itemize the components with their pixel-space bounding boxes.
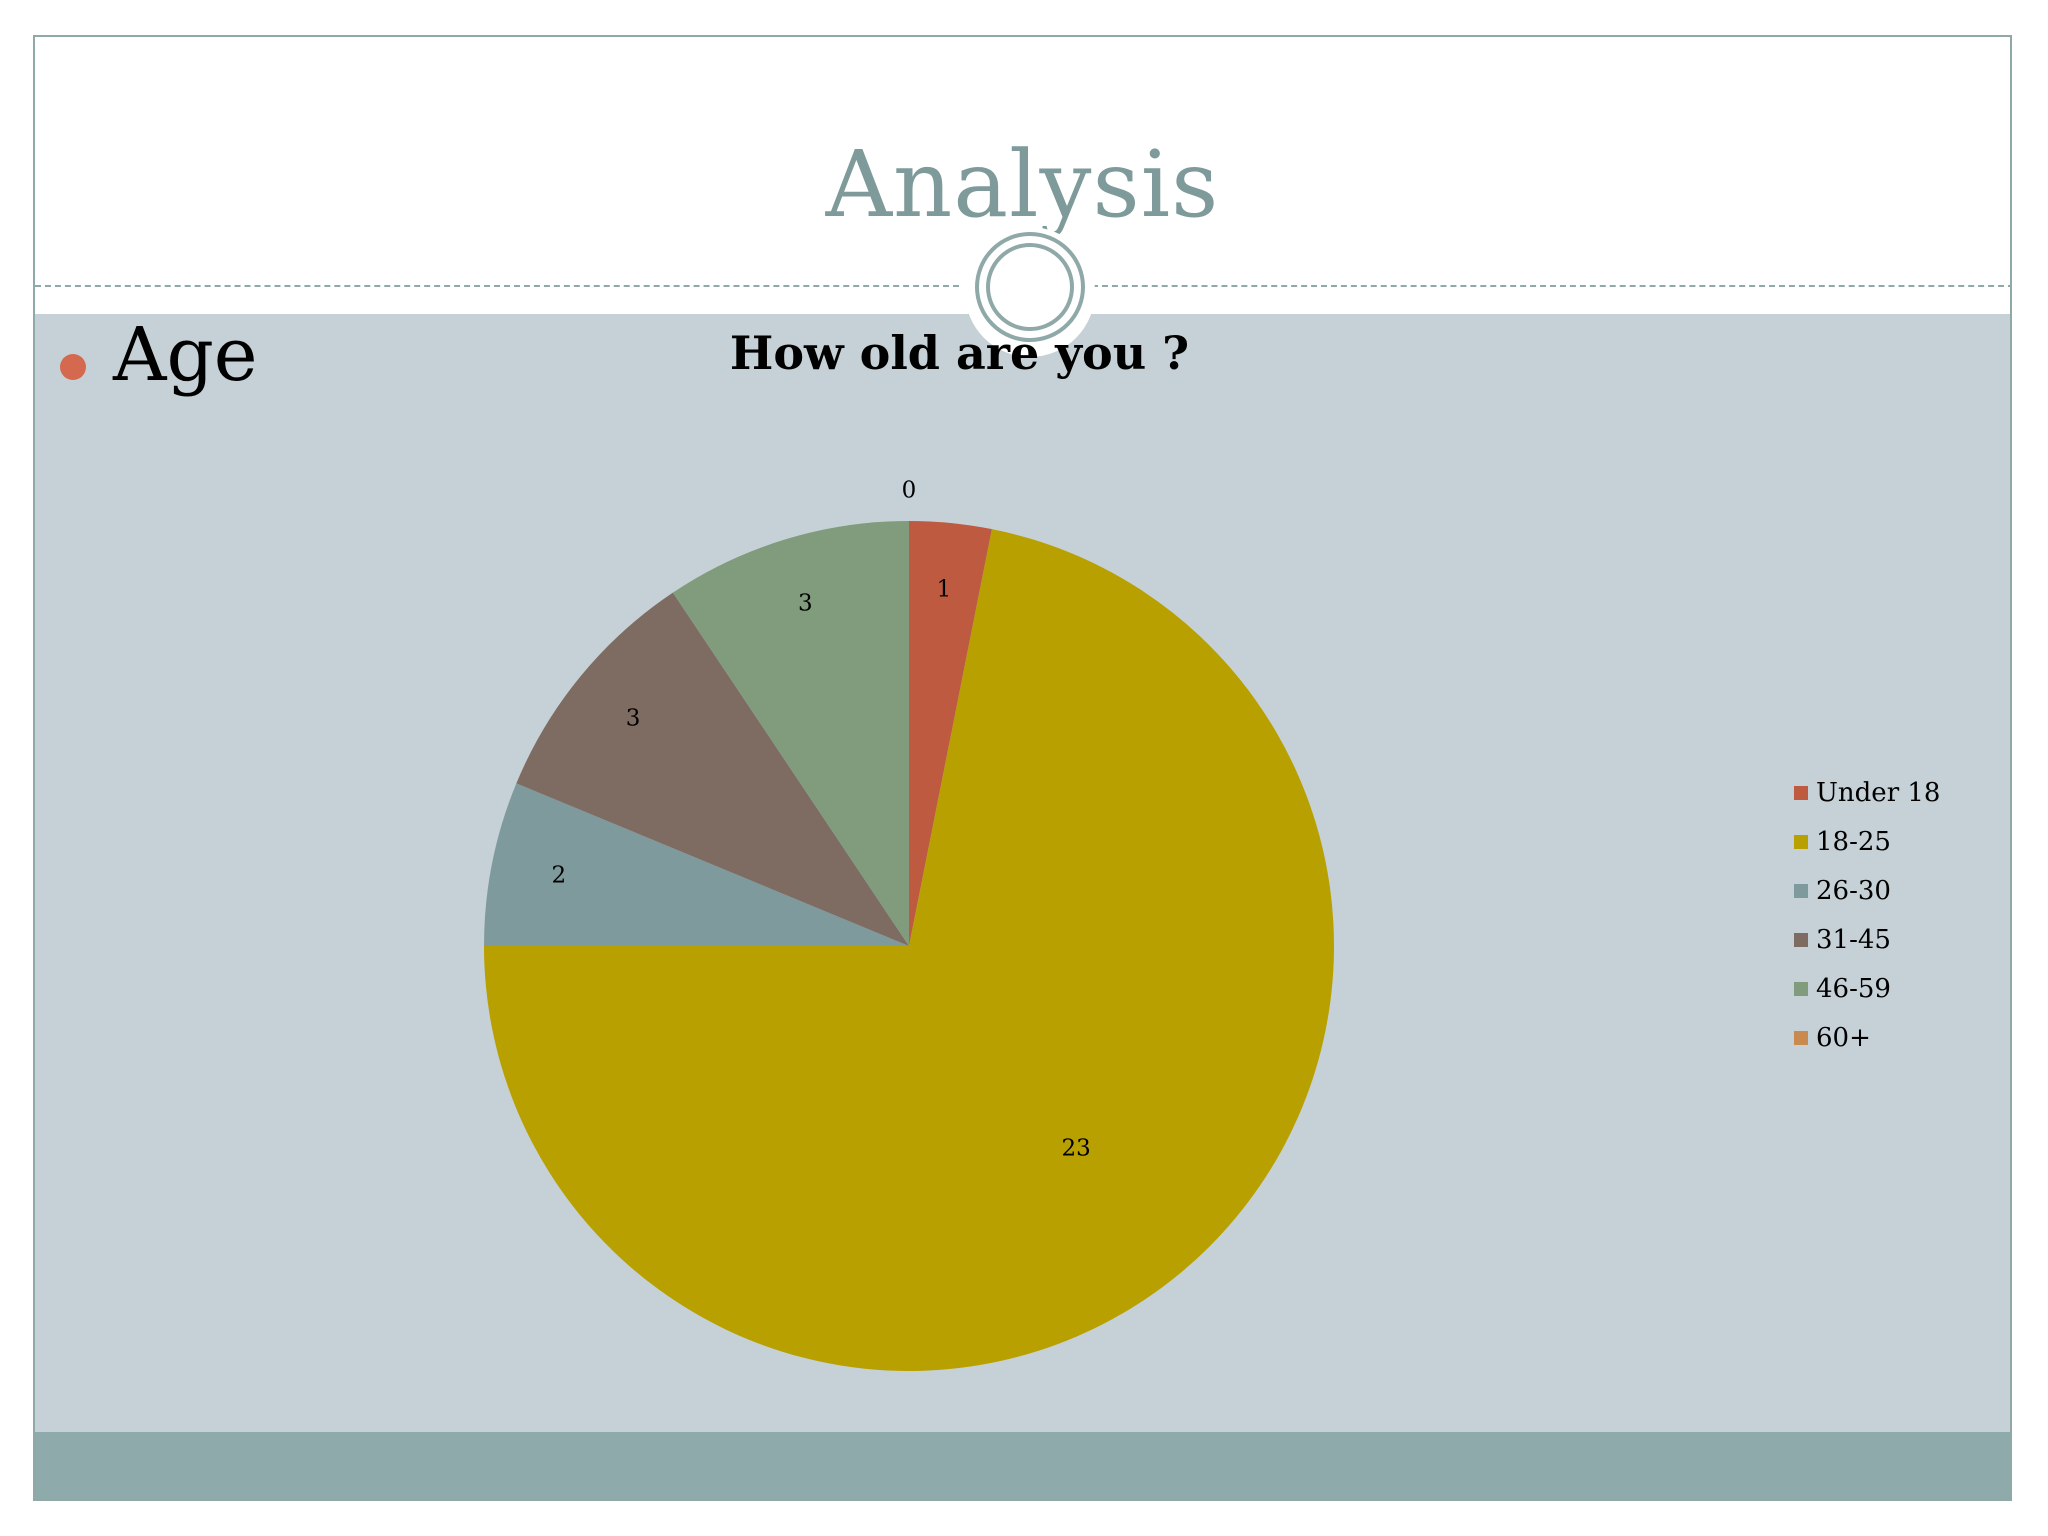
legend-item: 60+ <box>1794 1013 1974 1062</box>
legend-label: 18-25 <box>1816 826 1891 857</box>
legend-item: 31-45 <box>1794 915 1974 964</box>
legend-label: 26-30 <box>1816 875 1891 906</box>
legend-label: 46-59 <box>1816 973 1891 1004</box>
chart-legend: Under 18 18-25 26-30 31-45 46-59 60+ <box>1794 768 1974 1062</box>
bullet-text-age: Age <box>113 312 258 398</box>
legend-swatch <box>1794 1030 1808 1045</box>
bullet-dot-icon <box>60 354 86 380</box>
footer-band <box>35 1432 2010 1499</box>
data-label-26-30: 2 <box>552 862 567 888</box>
legend-swatch <box>1794 981 1808 996</box>
legend-swatch <box>1794 834 1808 849</box>
legend-swatch <box>1794 785 1808 800</box>
header-divider-right <box>1092 285 2010 287</box>
ornament-ring-inner <box>986 243 1074 331</box>
pie-slice-18-25 <box>484 529 1334 1371</box>
legend-label: 60+ <box>1816 1022 1871 1053</box>
data-label-18-25: 23 <box>1062 1136 1091 1162</box>
chart-title-text: How old are you ? <box>729 326 1190 380</box>
header-divider-left <box>35 285 959 287</box>
legend-label: Under 18 <box>1816 777 1941 808</box>
pie-slice-46-59 <box>672 521 909 946</box>
data-label-60-: 0 <box>902 477 917 503</box>
pie-slice-31-45 <box>516 592 909 946</box>
data-label-46-59: 3 <box>798 590 813 616</box>
pie-slice-under-18 <box>909 521 992 946</box>
legend-swatch <box>1794 932 1808 947</box>
legend-label: 31-45 <box>1816 924 1891 955</box>
chart-title: How old are you ? <box>0 330 1979 376</box>
legend-item: 26-30 <box>1794 866 1974 915</box>
legend-swatch <box>1794 883 1808 898</box>
pie-slice-26-30 <box>484 783 909 946</box>
legend-item: 18-25 <box>1794 817 1974 866</box>
slide-title: Analysis <box>825 131 1220 238</box>
legend-item: 46-59 <box>1794 964 1974 1013</box>
ornament-ring-outer <box>975 232 1085 342</box>
data-label-under-18: 1 <box>937 577 952 603</box>
legend-item: Under 18 <box>1794 768 1974 817</box>
data-label-31-45: 3 <box>626 706 641 732</box>
